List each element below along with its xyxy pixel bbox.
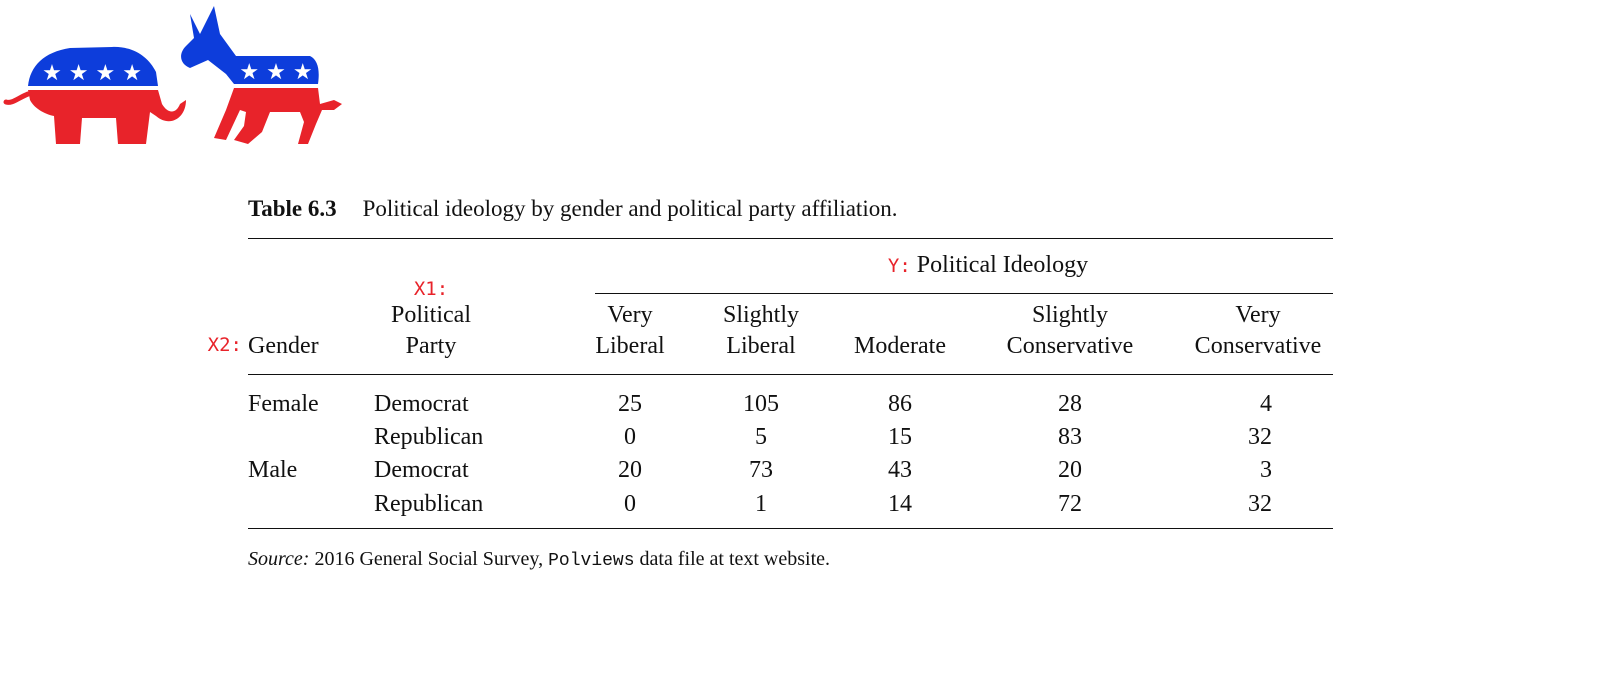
- x1-tag: X1:: [413, 278, 449, 300]
- x1-tag-cell: X1:: [414, 273, 448, 304]
- table-cell: 15: [888, 424, 912, 450]
- table-title: Political ideology by gender and politic…: [362, 196, 898, 221]
- table-cell: 43: [888, 457, 912, 483]
- source-file-name: Polviews: [548, 551, 635, 571]
- table-cell: 32: [1248, 491, 1272, 517]
- col-very-conservative-line2: Conservative: [1194, 333, 1322, 359]
- row-gender: Male: [248, 457, 298, 483]
- table-cell: 1: [755, 491, 767, 517]
- spanner-rule: [595, 293, 1333, 294]
- donkey-icon: ★ ★ ★: [181, 6, 342, 144]
- source-text-a: 2016 General Social Survey,: [309, 548, 549, 570]
- row-gender: Female: [248, 391, 319, 417]
- table-cell: 25: [618, 391, 642, 417]
- table-cell: 32: [1248, 424, 1272, 450]
- elephant-icon: ★ ★ ★ ★: [3, 46, 186, 144]
- party-header-line2: Party: [405, 333, 457, 359]
- col-moderate-line2: Moderate: [854, 333, 946, 359]
- table-cell: 28: [1058, 391, 1082, 417]
- table-cell: 86: [888, 391, 912, 417]
- row-party: Republican: [374, 491, 484, 517]
- table-cell: 20: [1058, 457, 1082, 483]
- y-header: Y: Political Ideology: [888, 250, 1088, 281]
- col-very-conservative-line1: Very: [1235, 302, 1281, 328]
- x2-tag-cell: X2:: [208, 329, 242, 360]
- party-header-line1: Political: [391, 302, 471, 328]
- table-cell: 3: [1260, 457, 1272, 483]
- source-text-b: data file at text website.: [634, 548, 831, 570]
- svg-text:★ ★ ★: ★ ★ ★: [239, 60, 312, 85]
- col-very-liberal-line2: Liberal: [595, 333, 665, 359]
- col-slightly-conservative-line1: Slightly: [1031, 302, 1109, 328]
- col-slightly-liberal-line1: Slightly: [722, 302, 800, 328]
- table-cell: 72: [1058, 491, 1082, 517]
- table-number: Table 6.3: [248, 196, 337, 221]
- x2-tag: X2:: [207, 334, 242, 356]
- y-tag: Y:: [887, 255, 911, 277]
- source-label: Source:: [248, 548, 310, 570]
- y-label: Political Ideology: [916, 252, 1089, 278]
- col-slightly-conservative-line2: Conservative: [1006, 333, 1134, 359]
- svg-text:★ ★ ★ ★: ★ ★ ★ ★: [42, 61, 142, 86]
- table-cell: 73: [749, 457, 773, 483]
- row-party: Democrat: [374, 391, 469, 417]
- row-party: Democrat: [374, 457, 469, 483]
- header-rule: [248, 374, 1333, 375]
- table-cell: 4: [1260, 391, 1272, 417]
- party-logos: ★ ★ ★ ★ ★ ★ ★: [3, 6, 342, 144]
- col-very-liberal-line1: Very: [607, 302, 653, 328]
- table-cell: 14: [888, 491, 912, 517]
- top-rule: [248, 238, 1333, 239]
- bottom-rule: [248, 528, 1333, 529]
- gender-header: Gender: [248, 333, 319, 359]
- row-party: Republican: [374, 424, 484, 450]
- table-cell: 105: [743, 391, 779, 417]
- table-caption: Table 6.3 Political ideology by gender an…: [248, 196, 897, 222]
- table-cell: 20: [618, 457, 642, 483]
- table-cell: 5: [755, 424, 767, 450]
- table-cell: 0: [624, 424, 636, 450]
- table-cell: 83: [1058, 424, 1082, 450]
- table-cell: 0: [624, 491, 636, 517]
- col-slightly-liberal-line2: Liberal: [726, 333, 796, 359]
- source-note: Source: 2016 General Social Survey, Polv…: [248, 548, 830, 571]
